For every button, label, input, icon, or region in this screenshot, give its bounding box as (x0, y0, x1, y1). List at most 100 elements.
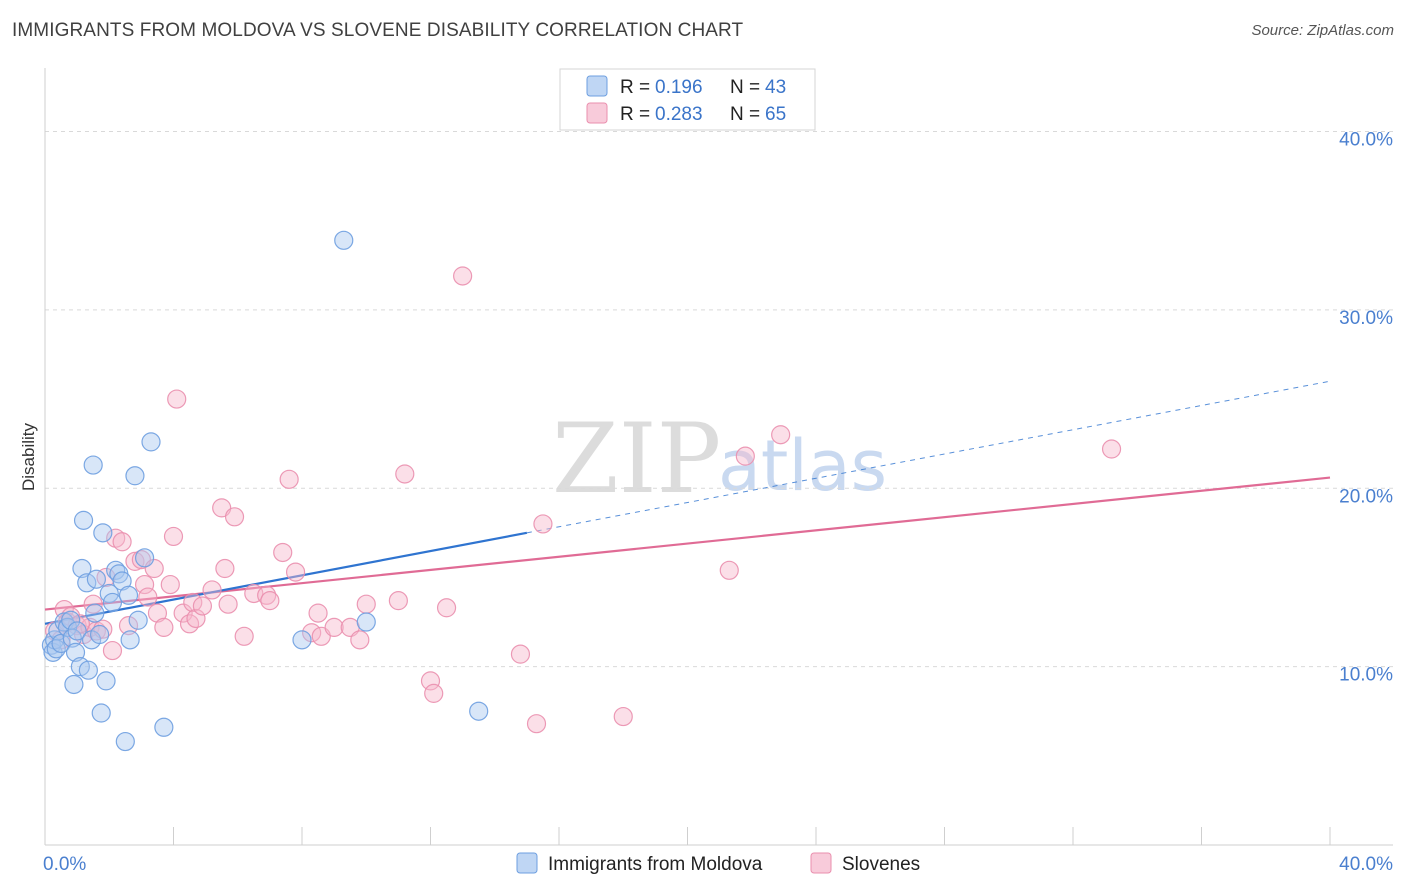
point-slovenes (735, 446, 755, 466)
point-slovenes (147, 603, 168, 623)
point-moldova (93, 523, 113, 543)
point-moldova (141, 432, 161, 452)
point-slovenes (526, 714, 547, 734)
legend: R = 0.196 N = 43 R = 0.283 N = 65 (559, 68, 816, 131)
point-slovenes (154, 617, 174, 637)
watermark-zip: ZIP (552, 403, 721, 515)
point-slovenes (424, 683, 444, 703)
point-slovenes (138, 587, 158, 607)
legend-swatch-slovenes (586, 102, 608, 124)
point-slovenes (771, 425, 791, 445)
point-moldova (102, 592, 123, 613)
legend-swatch-moldova (586, 75, 608, 97)
point-moldova (72, 558, 92, 579)
point-moldova (120, 630, 140, 650)
point-moldova (64, 674, 84, 695)
point-slovenes (112, 532, 132, 552)
point-slovenes (179, 614, 200, 634)
point-slovenes (215, 558, 235, 579)
y-tick-label: 30.0% (1339, 308, 1393, 329)
point-slovenes (186, 608, 206, 629)
bottom-legend-swatch-slovenes (810, 852, 832, 874)
point-moldova (112, 571, 132, 591)
point-slovenes (453, 266, 473, 286)
point-slovenes (273, 542, 293, 563)
point-moldova (78, 660, 98, 680)
point-moldova (356, 612, 376, 632)
point-moldova (86, 569, 107, 589)
point-slovenes (324, 617, 344, 637)
point-slovenes (202, 580, 222, 600)
watermark-atlas: atlas (718, 425, 887, 507)
point-slovenes (356, 594, 376, 614)
point-moldova (125, 466, 145, 486)
point-moldova (469, 701, 489, 721)
data-points (41, 230, 1122, 752)
y-tick-label: 10.0% (1339, 665, 1393, 686)
point-slovenes (102, 640, 123, 661)
point-slovenes (224, 507, 245, 527)
legend-n-label-1: N = (730, 77, 760, 98)
point-slovenes (234, 626, 254, 646)
point-moldova (154, 717, 174, 737)
point-slovenes (260, 591, 280, 611)
trend-line-moldova (44, 531, 528, 625)
grid: 10.0% 20.0% 30.0% 40.0% (45, 130, 1393, 686)
point-moldova (134, 548, 155, 568)
point-slovenes (160, 574, 180, 595)
point-moldova (115, 731, 135, 752)
point-slovenes (388, 591, 408, 611)
bottom-legend-label-moldova: Immigrants from Moldova (548, 854, 763, 875)
point-moldova (73, 510, 94, 530)
bottom-legend-label-slovenes: Slovenes (842, 854, 920, 875)
point-slovenes (218, 594, 238, 614)
point-slovenes (510, 644, 531, 664)
trend-line-moldova-extension (526, 380, 1331, 534)
point-slovenes (173, 603, 193, 623)
x-tick-label: 0.0% (43, 854, 86, 875)
legend-n-value-2: 65 (765, 104, 786, 125)
bottom-legend-swatch-moldova (516, 852, 538, 874)
axes: 0.0% 40.0% (43, 68, 1393, 875)
point-moldova (106, 560, 126, 580)
legend-r-label-2: R = (620, 104, 650, 125)
point-moldova (85, 603, 105, 623)
point-slovenes (285, 562, 306, 582)
legend-n-value-1: 43 (765, 77, 786, 98)
y-tick-label: 20.0% (1339, 486, 1393, 507)
point-slovenes (279, 469, 299, 489)
trend-lines (44, 380, 1331, 625)
point-slovenes (118, 616, 139, 636)
point-slovenes (308, 603, 328, 623)
point-slovenes (436, 598, 457, 618)
point-moldova (118, 585, 139, 605)
point-slovenes (1101, 439, 1122, 459)
point-moldova (128, 610, 148, 630)
point-moldova (67, 621, 87, 641)
point-slovenes (533, 514, 553, 534)
y-axis-label: Disability (19, 422, 38, 491)
trend-line-slovenes (44, 476, 1331, 611)
point-slovenes (167, 389, 187, 409)
point-slovenes (163, 526, 184, 547)
point-slovenes (613, 706, 633, 727)
y-tick-label: 40.0% (1339, 130, 1393, 151)
point-slovenes (144, 558, 164, 579)
chart-source: Source: ZipAtlas.com (1251, 22, 1394, 39)
point-moldova (334, 230, 354, 250)
point-moldova (65, 642, 86, 662)
point-slovenes (192, 596, 213, 616)
legend-n-label-2: N = (730, 104, 760, 125)
bottom-legend: Immigrants from Moldova Slovenes (516, 852, 920, 875)
legend-r-value-1: 0.196 (655, 77, 703, 98)
point-moldova (90, 624, 110, 645)
point-slovenes (395, 464, 415, 484)
point-slovenes (420, 671, 441, 691)
point-slovenes (134, 574, 155, 595)
legend-r-value-2: 0.283 (655, 104, 703, 125)
point-slovenes (257, 585, 277, 605)
point-moldova (292, 630, 312, 650)
point-moldova (83, 455, 103, 475)
point-slovenes (350, 630, 370, 650)
